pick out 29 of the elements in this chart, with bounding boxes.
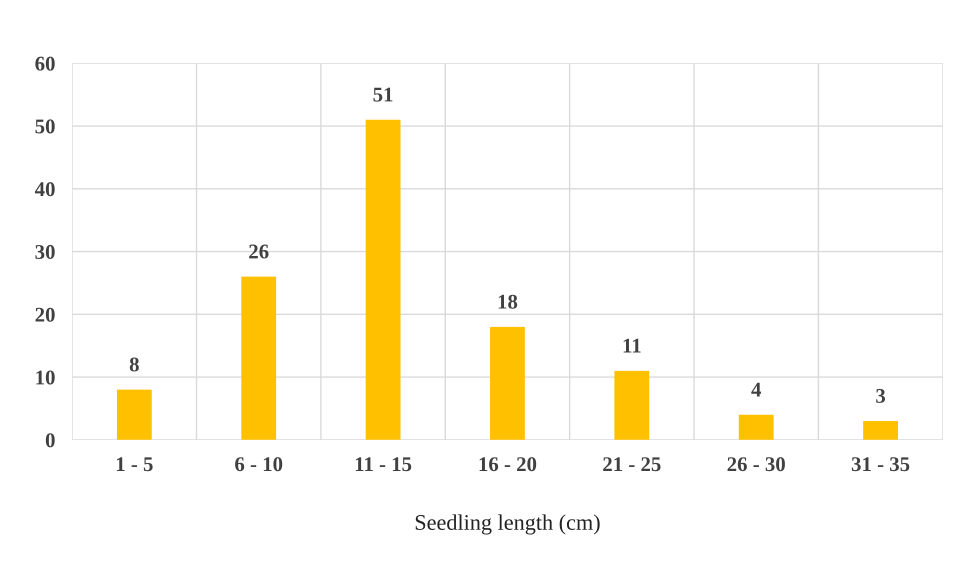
y-tick-label: 60 [35, 56, 55, 71]
y-tick-label: 30 [35, 244, 55, 259]
data-label: 18 [498, 294, 518, 309]
data-label: 3 [876, 388, 886, 403]
bar [241, 276, 276, 440]
x-tick-label: 31 - 35 [852, 457, 910, 472]
x-tick-label: 26 - 30 [728, 457, 785, 472]
y-tick-label: 20 [36, 308, 55, 322]
data-label: 26 [249, 244, 269, 259]
bar [863, 421, 898, 440]
data-label: 8 [130, 357, 139, 372]
y-tick-label: 50 [35, 119, 55, 134]
bar [116, 390, 152, 440]
x-tick-label: 21 - 25 [603, 457, 661, 472]
x-axis-title: Seedling length (cm) [416, 514, 600, 535]
x-tick-label: 16 - 20 [480, 457, 536, 472]
bar [490, 326, 525, 440]
data-label: 51 [374, 88, 392, 102]
data-label: 11 [624, 338, 641, 352]
bar [738, 414, 774, 440]
x-tick-label: 1 - 5 [116, 457, 153, 472]
y-tick-label: 40 [34, 182, 55, 196]
y-tick-label: 10 [36, 370, 55, 385]
bar [614, 370, 650, 440]
x-tick-label: 11 - 15 [356, 457, 412, 472]
data-label: 4 [751, 382, 762, 396]
bar [366, 120, 400, 440]
x-tick-label: 6 - 10 [235, 457, 282, 472]
y-tick-label: 0 [46, 433, 55, 448]
